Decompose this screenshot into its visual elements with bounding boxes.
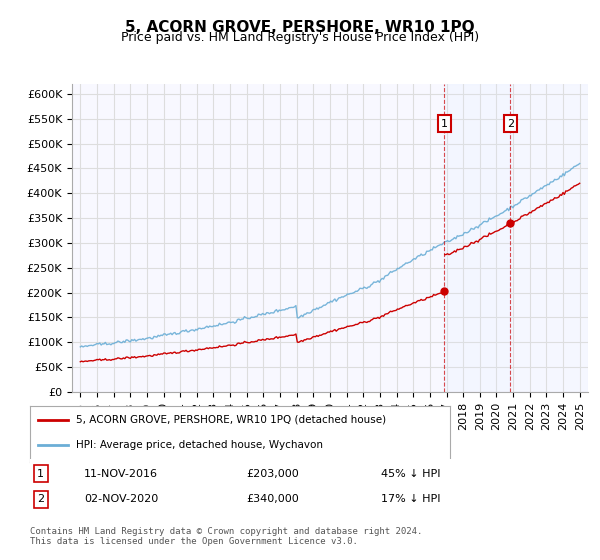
Text: 1: 1 xyxy=(37,469,44,479)
Text: 02-NOV-2020: 02-NOV-2020 xyxy=(84,494,158,504)
Text: 2: 2 xyxy=(507,119,514,129)
Text: £203,000: £203,000 xyxy=(246,469,299,479)
Text: 5, ACORN GROVE, PERSHORE, WR10 1PQ (detached house): 5, ACORN GROVE, PERSHORE, WR10 1PQ (deta… xyxy=(76,415,386,425)
Text: 5, ACORN GROVE, PERSHORE, WR10 1PQ: 5, ACORN GROVE, PERSHORE, WR10 1PQ xyxy=(125,20,475,35)
Text: HPI: Average price, detached house, Wychavon: HPI: Average price, detached house, Wych… xyxy=(76,440,323,450)
Text: Contains HM Land Registry data © Crown copyright and database right 2024.
This d: Contains HM Land Registry data © Crown c… xyxy=(30,526,422,546)
Text: 45% ↓ HPI: 45% ↓ HPI xyxy=(381,469,440,479)
Text: £340,000: £340,000 xyxy=(246,494,299,504)
Bar xyxy=(445,84,511,392)
Bar xyxy=(511,84,588,392)
Text: 17% ↓ HPI: 17% ↓ HPI xyxy=(381,494,440,504)
Text: Price paid vs. HM Land Registry's House Price Index (HPI): Price paid vs. HM Land Registry's House … xyxy=(121,31,479,44)
Text: 2: 2 xyxy=(37,494,44,504)
Text: 11-NOV-2016: 11-NOV-2016 xyxy=(84,469,158,479)
Text: 1: 1 xyxy=(441,119,448,129)
